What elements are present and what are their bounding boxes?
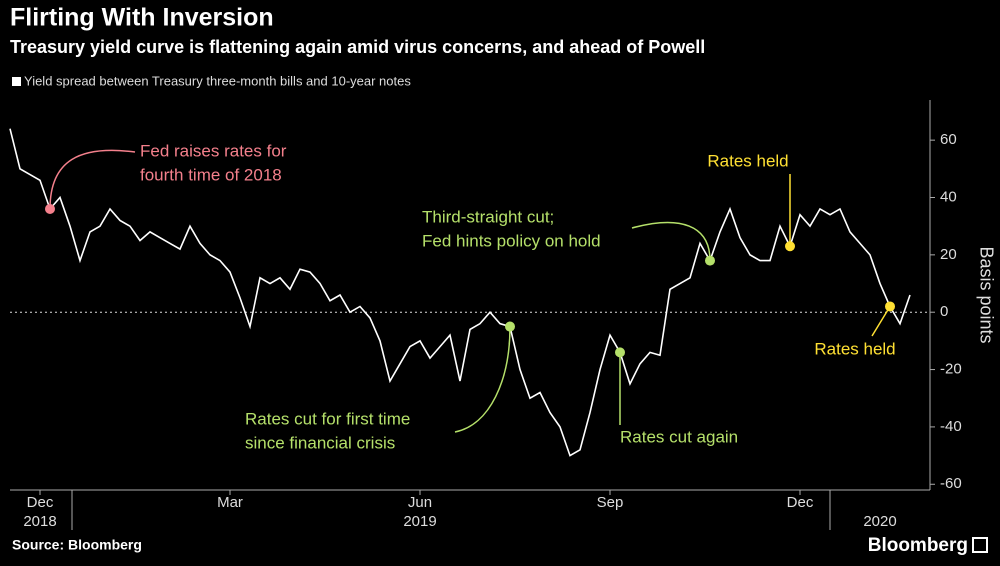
y-tick-label: -60 bbox=[940, 475, 962, 492]
annotation-text: Fed hints policy on hold bbox=[422, 231, 601, 250]
annotation-marker bbox=[785, 241, 795, 252]
annotation-text: Rates cut for first time bbox=[245, 409, 410, 428]
annotation-text: Fed raises rates for bbox=[140, 141, 287, 160]
x-tick-label: Jun bbox=[408, 494, 432, 511]
y-axis-label: Basis points bbox=[976, 246, 996, 343]
year-label: 2018 bbox=[23, 513, 56, 530]
annotation-text: since financial crisis bbox=[245, 433, 395, 452]
y-tick-label: -40 bbox=[940, 418, 962, 435]
annotation-text: fourth time of 2018 bbox=[140, 165, 282, 184]
brand: Bloomberg bbox=[868, 535, 968, 556]
x-tick-label: Dec bbox=[787, 494, 814, 511]
y-tick-label: -20 bbox=[940, 361, 962, 378]
source: Source: Bloomberg bbox=[12, 537, 142, 553]
annotation-text: Rates cut again bbox=[620, 427, 738, 446]
x-tick-label: Dec bbox=[27, 494, 54, 511]
annotation-marker bbox=[705, 255, 715, 266]
annotation-marker bbox=[885, 301, 895, 312]
annotation-text: Rates held bbox=[814, 339, 895, 358]
annotation-leader bbox=[631, 221, 711, 261]
year-label: 2020 bbox=[863, 513, 896, 530]
annotation-text: Rates held bbox=[707, 151, 788, 170]
annotation-marker bbox=[45, 203, 55, 214]
y-tick-label: 60 bbox=[940, 131, 957, 148]
annotation-leader bbox=[454, 326, 511, 433]
y-tick-label: 0 bbox=[940, 303, 948, 320]
x-tick-label: Mar bbox=[217, 494, 243, 511]
series-line bbox=[9, 128, 911, 457]
annotation-leader bbox=[871, 306, 891, 337]
legend-swatch bbox=[12, 77, 21, 86]
chart-subtitle: Treasury yield curve is flattening again… bbox=[10, 37, 705, 57]
annotation-marker bbox=[615, 347, 625, 358]
annotation-marker bbox=[505, 321, 515, 332]
y-tick-label: 40 bbox=[940, 188, 957, 205]
annotation-leader bbox=[49, 149, 136, 209]
annotation-text: Third-straight cut; bbox=[422, 207, 554, 226]
brand-icon bbox=[972, 537, 988, 553]
legend-label: Yield spread between Treasury three-mont… bbox=[24, 73, 411, 88]
y-tick-label: 20 bbox=[940, 246, 957, 263]
year-label: 2019 bbox=[403, 513, 436, 530]
chart-title: Flirting With Inversion bbox=[10, 4, 274, 32]
x-tick-label: Sep bbox=[597, 494, 624, 511]
